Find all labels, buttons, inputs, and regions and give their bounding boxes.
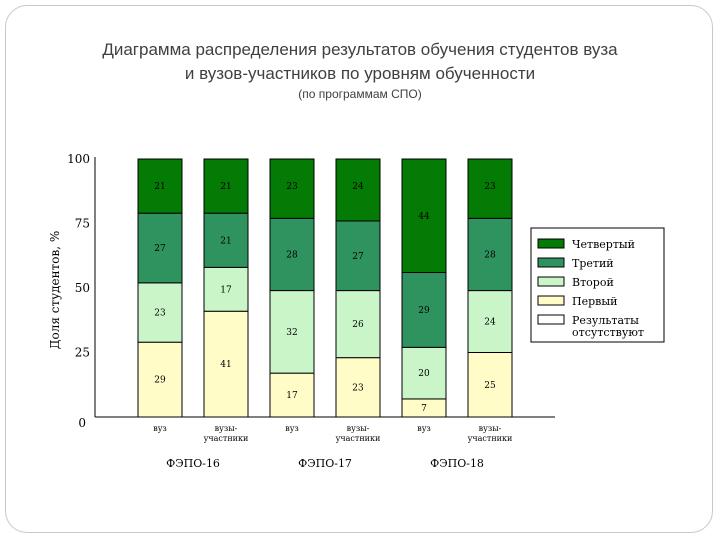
data-label: 21 bbox=[220, 236, 231, 246]
y-tick-label-100: 100 bbox=[67, 152, 90, 166]
x-tick-label: вуз bbox=[285, 424, 299, 433]
y-tick-label-25: 25 bbox=[75, 346, 90, 360]
data-label: 24 bbox=[352, 182, 364, 192]
legend-label: Третий bbox=[572, 257, 614, 270]
bar-segment bbox=[137, 282, 183, 343]
data-label: 29 bbox=[154, 376, 166, 386]
bar-segment bbox=[269, 290, 315, 374]
data-label: 20 bbox=[418, 369, 430, 379]
data-label: 28 bbox=[484, 250, 496, 260]
x-tick-label: вуз bbox=[417, 424, 431, 433]
data-label: 17 bbox=[220, 285, 232, 295]
data-label: 21 bbox=[220, 182, 231, 192]
legend-swatch bbox=[537, 238, 565, 249]
bar-segment bbox=[137, 158, 183, 214]
data-label: 27 bbox=[154, 244, 166, 254]
legend-label: Второй bbox=[572, 276, 614, 289]
bar-segment bbox=[467, 217, 513, 292]
x-tick-label: вуз bbox=[153, 424, 167, 433]
bar-segment bbox=[269, 372, 315, 418]
legend-label: Результаты bbox=[572, 314, 639, 327]
bar-segment bbox=[467, 290, 513, 353]
y-tick-label-75: 75 bbox=[75, 217, 90, 231]
x-tick-label: участники bbox=[204, 434, 249, 443]
legend-swatch bbox=[537, 295, 565, 306]
data-label: 23 bbox=[286, 182, 298, 192]
y-tick-label-0: 0 bbox=[78, 416, 86, 430]
group-label: ФЭПО-17 bbox=[298, 457, 352, 470]
bar-segment bbox=[335, 290, 381, 359]
bar-segment bbox=[137, 212, 183, 284]
bar-segment bbox=[137, 341, 183, 418]
data-label: 41 bbox=[220, 360, 231, 370]
data-label: 24 bbox=[484, 318, 496, 328]
bar-segment bbox=[269, 158, 315, 219]
y-tick-label-50: 50 bbox=[75, 281, 90, 295]
bar-segment bbox=[203, 158, 249, 214]
chart-title-line1: Диаграмма распределения результатов обуч… bbox=[102, 40, 618, 59]
bar-segment bbox=[335, 158, 381, 222]
bar-segment bbox=[467, 158, 513, 219]
legend-label: Первый bbox=[572, 295, 617, 308]
legend-swatch bbox=[537, 314, 565, 325]
data-label: 23 bbox=[484, 182, 496, 192]
group-label: ФЭПО-18 bbox=[430, 457, 484, 470]
bar-segment bbox=[401, 158, 447, 274]
bar-segment bbox=[203, 310, 249, 418]
group-label: ФЭПО-16 bbox=[166, 457, 220, 470]
data-label: 23 bbox=[352, 383, 364, 393]
data-label: 44 bbox=[418, 212, 430, 222]
x-tick-label: вузы- bbox=[479, 424, 502, 433]
x-tick-label: участники bbox=[468, 434, 513, 443]
bar-segment bbox=[203, 212, 249, 268]
data-label: 27 bbox=[352, 252, 364, 262]
bar-segment bbox=[335, 220, 381, 292]
legend-label: отсутствуют bbox=[572, 326, 644, 339]
x-tick-label: участники bbox=[336, 434, 381, 443]
data-label: 25 bbox=[484, 381, 496, 391]
legend-swatch bbox=[537, 257, 565, 268]
y-axis-label: Доля студентов, % bbox=[48, 231, 62, 350]
data-label: 29 bbox=[418, 306, 430, 316]
data-label: 17 bbox=[286, 391, 298, 401]
x-tick-label: вузы- bbox=[215, 424, 238, 433]
data-label: 26 bbox=[352, 320, 364, 330]
bar-segment bbox=[203, 266, 249, 312]
x-tick-label: вузы- bbox=[347, 424, 370, 433]
data-label: 7 bbox=[421, 404, 427, 414]
data-label: 21 bbox=[154, 182, 165, 192]
chart-subtitle: (по программам СПО) bbox=[298, 87, 422, 101]
legend-label: Четвертый bbox=[572, 238, 635, 251]
bar-segment bbox=[335, 357, 381, 418]
data-label: 28 bbox=[286, 250, 298, 260]
bar-segment bbox=[269, 217, 315, 292]
data-label: 32 bbox=[286, 328, 297, 338]
chart-title-line2: и вузов-участников по уровням обученност… bbox=[184, 64, 536, 83]
legend-swatch bbox=[537, 276, 565, 287]
data-label: 23 bbox=[154, 309, 166, 319]
